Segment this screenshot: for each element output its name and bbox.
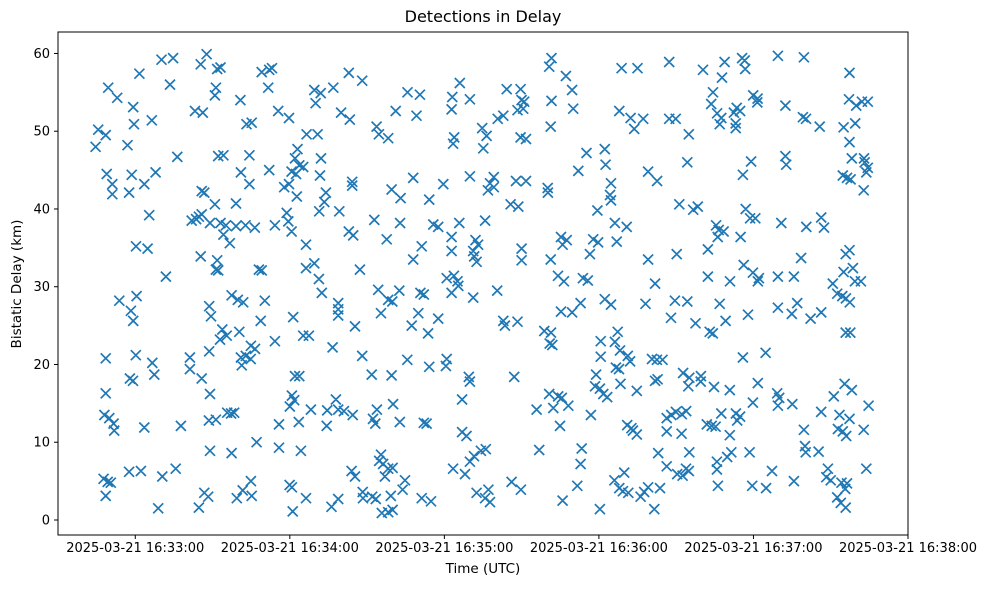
chart-title: Detections in Delay (404, 7, 562, 26)
y-tick-label: 0 (42, 513, 50, 528)
x-tick-label: 2025-03-21 16:33:00 (66, 541, 204, 556)
y-tick-label: 50 (33, 125, 50, 140)
scatter-points (89, 48, 875, 519)
x-axis-label: Time (UTC) (445, 561, 521, 577)
y-tick-label: 40 (33, 202, 50, 217)
x-tick-label: 2025-03-21 16:36:00 (530, 541, 668, 556)
x-tick-label: 2025-03-21 16:34:00 (221, 541, 359, 556)
x-tick-label: 2025-03-21 16:35:00 (375, 541, 513, 556)
y-tick-label: 10 (33, 436, 50, 451)
x-tick-label: 2025-03-21 16:38:00 (839, 541, 977, 556)
x-tick-label: 2025-03-21 16:37:00 (684, 541, 822, 556)
y-tick-label: 60 (33, 47, 50, 62)
y-axis-label: Bistatic Delay (km) (9, 219, 25, 349)
y-tick-label: 20 (33, 358, 50, 373)
y-tick-label: 30 (33, 280, 50, 295)
axes-spines (57, 31, 909, 536)
